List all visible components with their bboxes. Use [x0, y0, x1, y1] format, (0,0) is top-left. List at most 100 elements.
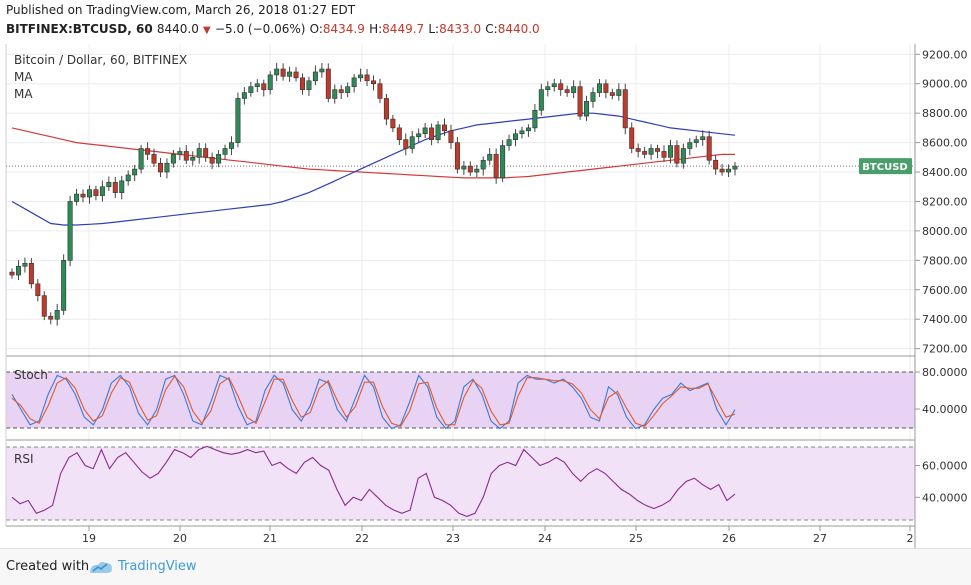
candle-body: [713, 159, 719, 170]
price-tick-label: 7400.00: [922, 313, 968, 326]
price-pane[interactable]: [6, 44, 915, 356]
time-tick-label: 26: [722, 532, 736, 545]
candle-body: [435, 124, 441, 140]
price-tag: [859, 158, 912, 175]
candle-body: [383, 98, 389, 120]
time-tick-label: 24: [538, 532, 552, 545]
candle-body: [125, 174, 131, 182]
candle-body: [170, 154, 176, 164]
candle-body: [506, 139, 512, 146]
candle-body: [80, 193, 86, 198]
candle-body: [138, 148, 144, 170]
candle-body: [377, 83, 383, 99]
time-tick-label: 2: [907, 532, 914, 545]
candle-body: [241, 92, 247, 99]
rsi-line: [11, 445, 736, 517]
candle-body: [480, 159, 486, 170]
candle-body: [416, 133, 422, 138]
rsi-label: RSI: [14, 452, 34, 466]
candle-body: [500, 145, 506, 179]
open-label: O:: [309, 22, 323, 36]
candle-body: [364, 74, 370, 82]
time-tick-label: 25: [629, 532, 643, 545]
candle-body: [719, 168, 725, 173]
time-axis[interactable]: 19 20 21 22 23 24 25 26 27 2: [82, 526, 914, 545]
candle-body: [493, 154, 499, 179]
candle-body: [74, 193, 80, 202]
stoch-axis[interactable]: 80.0000 40.0000: [915, 366, 968, 416]
published-line: Published on TradingView.com, March 26, …: [6, 3, 356, 17]
candle-body: [370, 80, 376, 85]
close-value: 8440.0: [497, 22, 540, 36]
candle-body: [254, 83, 260, 87]
candle-body: [474, 168, 480, 173]
candle-body: [325, 68, 331, 99]
candle-body: [687, 142, 693, 149]
candle-body: [22, 262, 28, 267]
candle-body: [145, 148, 151, 155]
rsi-band: [6, 447, 915, 520]
candles: [9, 62, 738, 326]
candle-body: [61, 260, 67, 311]
rsi-axis[interactable]: 60.0000 40.0000: [915, 459, 968, 504]
candle-body: [603, 83, 609, 93]
low-label: L:: [428, 22, 440, 36]
tradingview-logo-icon[interactable]: [88, 558, 114, 576]
candle-body: [525, 127, 531, 132]
candle-body: [571, 86, 577, 93]
candle-body: [35, 283, 41, 296]
candle-body: [461, 165, 467, 170]
footer: Created with TradingView: [0, 548, 971, 585]
candle-body: [454, 142, 460, 170]
grid-lines: [6, 44, 915, 526]
candle-body: [448, 130, 454, 143]
candle-body: [629, 127, 635, 149]
stoch-k-line: [11, 374, 736, 430]
candle-body: [351, 77, 357, 87]
candle-body: [635, 148, 641, 152]
candle-body: [9, 271, 15, 276]
time-tick-label: 19: [82, 532, 96, 545]
tradingview-link[interactable]: TradingView: [118, 559, 197, 574]
candle-body: [196, 148, 202, 158]
candle-body: [345, 86, 351, 93]
candle-body: [312, 71, 318, 82]
candle-body: [157, 162, 163, 173]
price-tick-label: 9200.00: [922, 48, 968, 61]
candle-body: [403, 139, 409, 149]
candle-body: [390, 118, 396, 129]
candle-body: [274, 68, 280, 76]
high-label: H:: [369, 22, 383, 36]
down-arrow-icon: ▼: [203, 25, 211, 36]
stoch-tick-label: 80.0000: [922, 366, 968, 379]
candle-body: [332, 89, 338, 99]
ma-red-line: [11, 127, 735, 179]
candle-body: [358, 74, 364, 79]
candle-body: [177, 151, 183, 155]
candle-body: [293, 71, 299, 79]
candle-body: [642, 151, 648, 155]
candle-body: [538, 89, 544, 111]
candle-body: [532, 109, 538, 129]
price-tick-label: 7600.00: [922, 284, 968, 297]
candle-body: [596, 83, 602, 93]
time-tick-label: 27: [813, 532, 827, 545]
candle-body: [706, 136, 712, 161]
chart-header: Published on TradingView.com, March 26, …: [0, 0, 971, 44]
price-tag-label: BTCUSD: [862, 162, 907, 173]
ma-blue-line: [11, 112, 736, 226]
legend-ma1: MA: [14, 70, 33, 84]
candle-body: [693, 139, 699, 143]
candle-body: [564, 89, 570, 93]
candle-body: [467, 165, 473, 173]
chart-area[interactable]: 9200.00 9000.00 8800.00 8600.00 8400.00 8200.…: [0, 44, 971, 548]
candle-body: [558, 83, 564, 90]
candle-body: [680, 148, 686, 164]
candle-body: [519, 130, 525, 135]
candle-body: [112, 182, 118, 193]
candle-body: [700, 136, 706, 140]
price-axis[interactable]: 9200.00 9000.00 8800.00 8600.00 8400.00 8200.…: [915, 48, 968, 356]
time-tick-label: 22: [355, 532, 369, 545]
candle-body: [67, 201, 73, 261]
price-tick-label: 8000.00: [922, 225, 968, 238]
